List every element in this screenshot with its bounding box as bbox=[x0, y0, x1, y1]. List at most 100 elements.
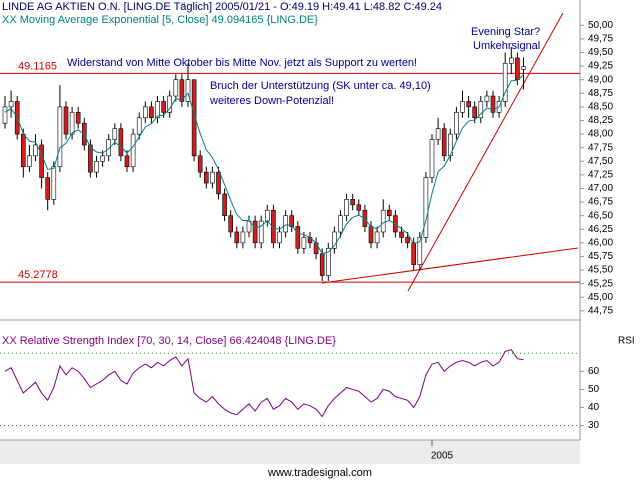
y-tick-label: 45,50 bbox=[588, 265, 613, 276]
candle-body bbox=[332, 231, 337, 249]
y-tick-label: 46,50 bbox=[588, 210, 613, 221]
legend-entry: XX Moving Average Exponential [5, Close]… bbox=[2, 14, 318, 26]
candle-body bbox=[454, 112, 459, 135]
candle-body bbox=[264, 209, 270, 222]
level-label: 49.1165 bbox=[18, 60, 57, 72]
candle-body bbox=[179, 79, 185, 102]
candle-body bbox=[222, 193, 227, 216]
y-tick-label: 47,25 bbox=[588, 170, 613, 181]
candle-body bbox=[490, 95, 496, 113]
y-tick-label: 60 bbox=[588, 366, 600, 377]
candle-body bbox=[338, 215, 343, 233]
y-tick-label: 45,00 bbox=[588, 292, 613, 303]
candle-body bbox=[173, 79, 179, 97]
candle-body bbox=[191, 79, 197, 157]
candle-body bbox=[33, 144, 38, 157]
annotation: Evening Star? bbox=[471, 26, 540, 38]
candle-body bbox=[197, 155, 203, 173]
y-axis-title: RSI bbox=[618, 336, 635, 347]
y-tick-label: 48,50 bbox=[588, 102, 613, 113]
candle-body bbox=[149, 106, 154, 119]
y-tick-label: 47,75 bbox=[588, 142, 613, 153]
annotation: Widerstand von Mitte Oktober bis Mitte N… bbox=[67, 57, 417, 69]
candle-body bbox=[185, 79, 191, 102]
y-tick-label: 50 bbox=[588, 384, 600, 395]
candle-body bbox=[374, 231, 380, 244]
candle-body bbox=[417, 237, 423, 265]
candle-body bbox=[356, 204, 362, 211]
y-tick-label: 45,75 bbox=[588, 251, 613, 262]
y-tick-label: 46,00 bbox=[588, 238, 613, 249]
ma-line bbox=[4, 74, 524, 255]
candle-body bbox=[344, 199, 349, 216]
candle-body bbox=[289, 215, 295, 227]
candle-body bbox=[466, 101, 471, 108]
candle-body bbox=[2, 106, 8, 124]
candle-body bbox=[460, 101, 465, 113]
candle-body bbox=[325, 247, 331, 276]
candle-body bbox=[155, 101, 160, 119]
y-tick-label: 49,25 bbox=[588, 61, 613, 72]
candle-body bbox=[75, 112, 81, 124]
annotation: Bruch der Unterstützung (SK unter ca. 49… bbox=[210, 80, 431, 92]
candle-body bbox=[69, 112, 75, 135]
candle-body bbox=[51, 166, 57, 200]
y-tick-label: 49,50 bbox=[588, 47, 613, 58]
annotation: weiteres Down-Potenzial! bbox=[209, 95, 334, 107]
y-tick-label: 47,50 bbox=[588, 156, 613, 167]
candle-body bbox=[435, 128, 441, 140]
annotation: Umkehrsignal bbox=[473, 40, 540, 52]
y-tick-label: 44,75 bbox=[588, 305, 613, 316]
y-tick-label: 49,00 bbox=[588, 74, 613, 85]
candle-body bbox=[472, 106, 478, 119]
candle-body bbox=[112, 128, 118, 140]
candle-body bbox=[20, 133, 26, 168]
y-tick-label: 40 bbox=[588, 402, 600, 413]
candle-body bbox=[88, 144, 93, 173]
chart-title: LINDE AG AKTIEN O.N. [LING.DE Täglich] 2… bbox=[2, 1, 442, 13]
candle-body bbox=[429, 139, 435, 178]
candle-body bbox=[350, 199, 356, 206]
y-tick-label: 50,00 bbox=[588, 20, 613, 31]
candle-body bbox=[441, 128, 447, 157]
candle-body bbox=[8, 101, 14, 108]
y-tick-label: 30 bbox=[588, 420, 600, 431]
candle-body bbox=[515, 57, 520, 81]
candle-body bbox=[301, 237, 307, 249]
candle-body bbox=[399, 231, 404, 238]
candle-body bbox=[271, 209, 276, 244]
y-tick-label: 47,00 bbox=[588, 183, 613, 194]
candle-body bbox=[39, 144, 44, 178]
y-tick-label: 46,75 bbox=[588, 197, 613, 208]
candle-body bbox=[27, 155, 32, 168]
level-label: 45.2778 bbox=[18, 269, 58, 281]
y-tick-label: 46,25 bbox=[588, 224, 613, 235]
trendline bbox=[321, 247, 579, 284]
candle-body bbox=[423, 177, 429, 238]
candle-body bbox=[508, 57, 514, 64]
candle-body bbox=[380, 209, 386, 233]
candle-body bbox=[240, 231, 246, 244]
rsi-line bbox=[4, 349, 524, 418]
candle-body bbox=[130, 133, 136, 168]
y-tick-label: 48,00 bbox=[588, 129, 613, 140]
candle-body bbox=[94, 160, 99, 173]
candle-body bbox=[136, 117, 142, 135]
x-axis-strip bbox=[0, 440, 580, 464]
candle-body bbox=[63, 106, 69, 135]
candle-body bbox=[228, 215, 233, 233]
y-tick-label: 48,75 bbox=[588, 88, 613, 99]
candle-body bbox=[57, 106, 63, 168]
candle-body bbox=[258, 220, 264, 244]
y-tick-label: 45,25 bbox=[588, 278, 613, 289]
legend-entry: XX Relative Strength Index [70, 30, 14, … bbox=[2, 335, 336, 347]
candle-body bbox=[143, 106, 148, 119]
candle-body bbox=[210, 171, 215, 184]
candle-body bbox=[167, 95, 172, 113]
trendline bbox=[407, 12, 564, 292]
candle-body bbox=[106, 139, 111, 157]
candle-body bbox=[283, 215, 288, 233]
y-tick-label: 48,25 bbox=[588, 115, 613, 126]
candle-body bbox=[411, 242, 417, 265]
